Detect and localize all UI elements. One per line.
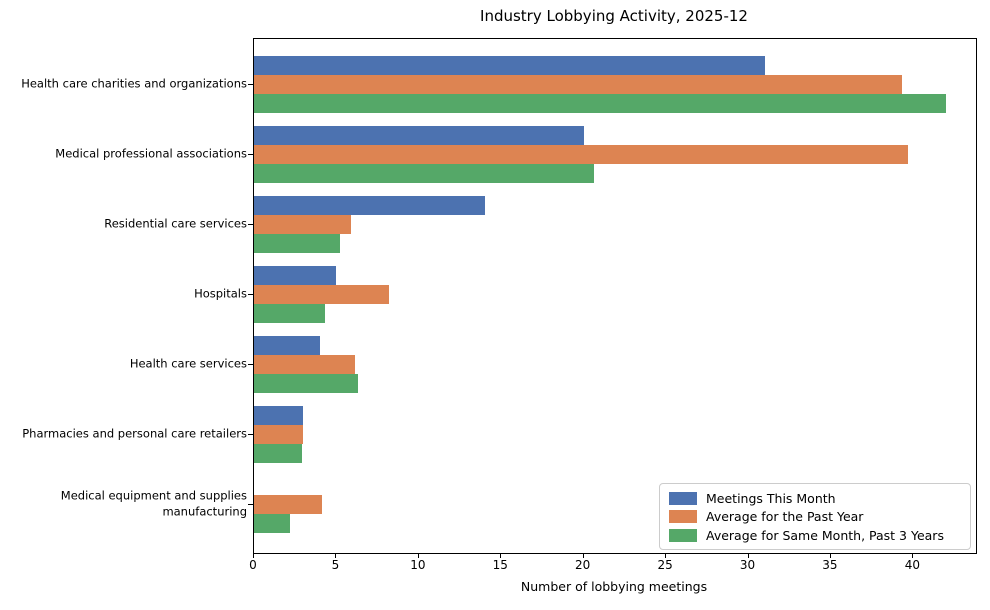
- y-tick-label: Medical equipment and supplies manufactu…: [60, 487, 247, 519]
- x-tick-mark: [665, 553, 667, 558]
- y-tick-mark: [248, 503, 253, 505]
- y-tick-label: Residential care services: [104, 216, 247, 231]
- bar-average-for-the-past-year: [254, 425, 304, 444]
- legend-item: Meetings This Month: [669, 489, 962, 507]
- x-tick-label: 10: [410, 558, 426, 572]
- legend: Meetings This Month Average for the Past …: [659, 483, 971, 550]
- x-tick-label: 40: [904, 558, 920, 572]
- bar-average-for-the-past-year: [254, 355, 355, 374]
- legend-item: Average for Same Month, Past 3 Years: [669, 526, 962, 544]
- y-tick-mark: [248, 223, 253, 225]
- bar-average-for-same-month-past-3-years: [254, 94, 947, 113]
- x-tick-label: 25: [657, 558, 673, 572]
- x-axis-label: Number of lobbying meetings: [520, 579, 708, 594]
- bar-average-for-same-month-past-3-years: [254, 514, 291, 533]
- bar-meetings-this-month: [254, 56, 765, 75]
- bar-average-for-same-month-past-3-years: [254, 164, 594, 183]
- y-tick-mark: [248, 83, 253, 85]
- bar-meetings-this-month: [254, 266, 337, 285]
- bar-meetings-this-month: [254, 336, 320, 355]
- plot-area: [253, 38, 977, 554]
- x-tick-label: 5: [331, 558, 340, 572]
- legend-swatch-0: [669, 491, 697, 505]
- y-tick-mark: [248, 293, 253, 295]
- x-tick-mark: [253, 553, 254, 558]
- bar-average-for-the-past-year: [254, 215, 352, 234]
- y-tick-mark: [248, 153, 253, 155]
- bar-average-for-same-month-past-3-years: [254, 234, 340, 253]
- y-tick-label: Health care charities and organizations: [21, 76, 247, 91]
- bar-average-for-the-past-year: [254, 285, 390, 304]
- legend-item: Average for the Past Year: [669, 508, 962, 526]
- x-tick-mark: [829, 553, 831, 558]
- y-tick-mark: [248, 433, 253, 435]
- x-tick-mark: [500, 553, 502, 558]
- bar-average-for-the-past-year: [254, 145, 909, 164]
- bar-average-for-same-month-past-3-years: [254, 374, 358, 393]
- x-tick-label: 15: [492, 558, 508, 572]
- bar-average-for-same-month-past-3-years: [254, 304, 325, 323]
- x-tick-label: 35: [822, 558, 838, 572]
- bar-average-for-same-month-past-3-years: [254, 444, 302, 463]
- y-tick-label: Pharmacies and personal care retailers: [22, 426, 247, 441]
- x-tick-mark: [335, 553, 337, 558]
- legend-label: Average for the Past Year: [706, 509, 864, 524]
- bar-average-for-the-past-year: [254, 75, 902, 94]
- bar-meetings-this-month: [254, 196, 485, 215]
- legend-swatch-2: [669, 528, 697, 542]
- x-tick-label: 0: [249, 558, 257, 572]
- bar-meetings-this-month: [254, 126, 584, 145]
- y-tick-label: Hospitals: [194, 286, 247, 301]
- x-tick-label: 20: [575, 558, 591, 572]
- legend-swatch-1: [669, 510, 697, 523]
- x-tick-mark: [747, 553, 749, 558]
- bar-average-for-the-past-year: [254, 495, 322, 514]
- bar-meetings-this-month: [254, 406, 304, 425]
- y-tick-label: Medical professional associations: [55, 146, 247, 161]
- y-tick-mark: [248, 363, 253, 365]
- x-tick-mark: [417, 553, 419, 558]
- chart-title: Industry Lobbying Activity, 2025-12: [480, 7, 748, 25]
- y-tick-label: Health care services: [129, 356, 247, 371]
- legend-label: Meetings This Month: [706, 490, 836, 506]
- x-tick-label: 30: [739, 558, 756, 572]
- x-tick-mark: [912, 553, 914, 558]
- x-tick-mark: [582, 553, 584, 558]
- legend-label: Average for Same Month, Past 3 Years: [706, 527, 944, 543]
